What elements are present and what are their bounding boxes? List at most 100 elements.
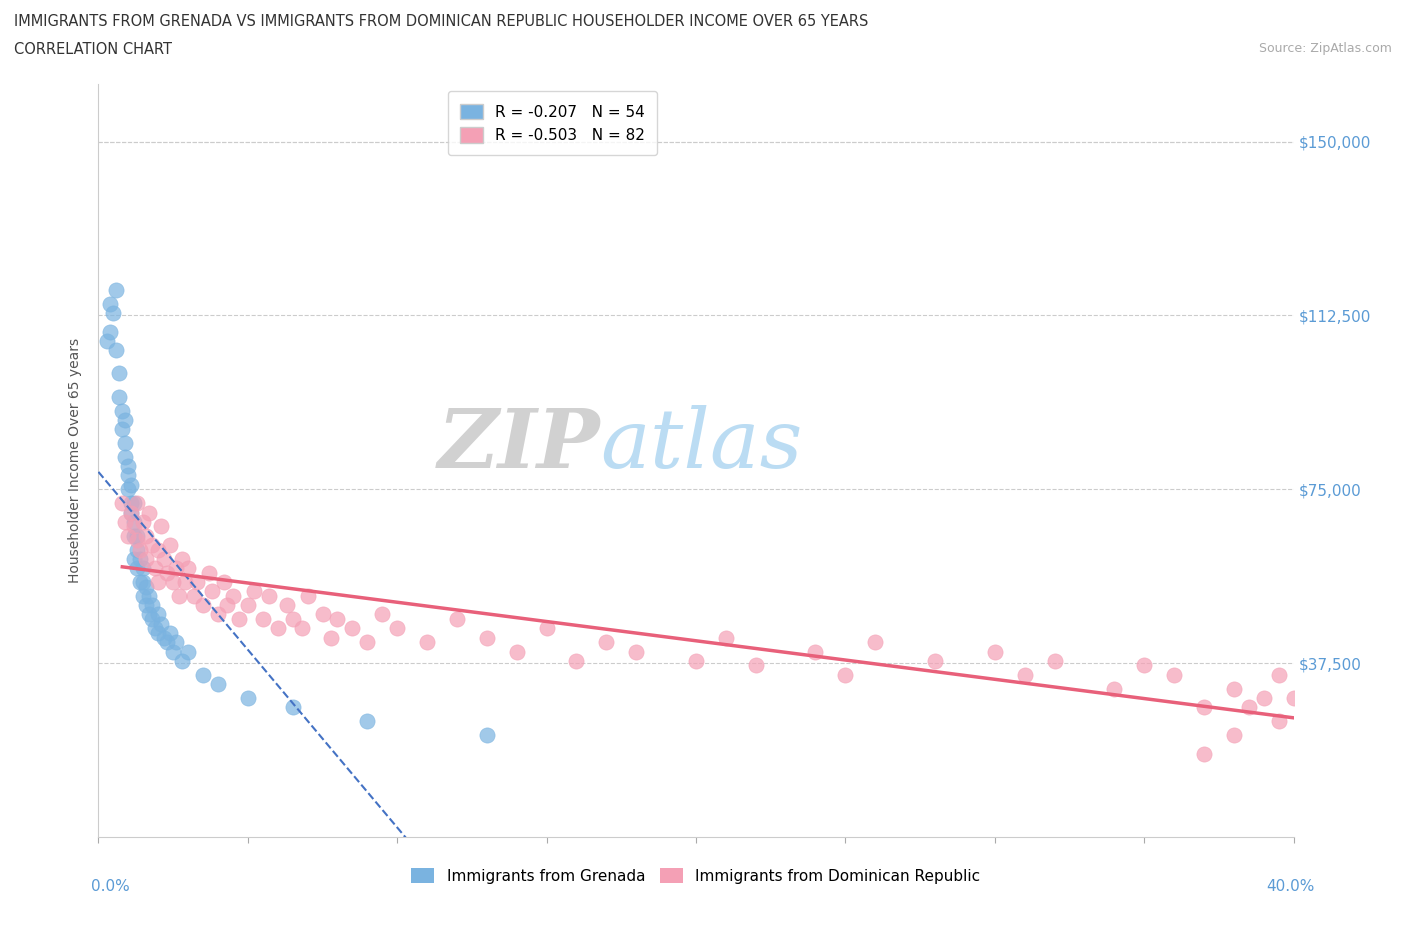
Point — [127, 496, 149, 511]
Point — [132, 514, 155, 529]
Point — [165, 561, 187, 576]
Point — [1282, 690, 1305, 705]
Point — [114, 435, 136, 450]
Point — [281, 612, 304, 627]
Point — [228, 612, 250, 627]
Point — [236, 690, 259, 705]
Point — [159, 626, 181, 641]
Point — [745, 658, 768, 673]
Point — [148, 626, 170, 641]
Point — [1192, 699, 1215, 714]
Point — [165, 635, 187, 650]
Point — [138, 505, 160, 520]
Point — [127, 561, 149, 576]
Point — [117, 528, 139, 543]
Point — [1267, 713, 1289, 728]
Point — [595, 635, 617, 650]
Point — [326, 612, 349, 627]
Point — [714, 631, 737, 645]
Point — [132, 561, 155, 576]
Point — [207, 677, 229, 692]
Point — [150, 519, 173, 534]
Point — [1104, 681, 1126, 696]
Text: 40.0%: 40.0% — [1267, 879, 1315, 894]
Point — [1237, 699, 1260, 714]
Point — [117, 482, 139, 497]
Point — [626, 644, 648, 659]
Point — [311, 607, 333, 622]
Point — [129, 575, 152, 590]
Point — [1267, 668, 1289, 683]
Text: CORRELATION CHART: CORRELATION CHART — [14, 42, 172, 57]
Point — [135, 551, 157, 566]
Point — [297, 589, 319, 604]
Point — [834, 668, 856, 683]
Point — [804, 644, 827, 659]
Point — [98, 325, 122, 339]
Point — [685, 654, 707, 669]
Point — [416, 635, 439, 650]
Point — [342, 621, 364, 636]
Text: ZIP: ZIP — [437, 405, 600, 485]
Point — [321, 631, 343, 645]
Point — [111, 496, 134, 511]
Point — [506, 644, 529, 659]
Point — [153, 631, 176, 645]
Point — [1043, 654, 1066, 669]
Text: Source: ZipAtlas.com: Source: ZipAtlas.com — [1258, 42, 1392, 55]
Point — [191, 598, 214, 613]
Point — [172, 551, 194, 566]
Point — [207, 607, 229, 622]
Point — [1014, 668, 1036, 683]
Point — [124, 496, 146, 511]
Point — [252, 612, 274, 627]
Point — [236, 598, 259, 613]
Point — [222, 589, 245, 604]
Point — [1192, 746, 1215, 761]
Point — [446, 612, 468, 627]
Point — [141, 598, 163, 613]
Point — [356, 713, 378, 728]
Point — [172, 654, 194, 669]
Point — [138, 589, 160, 604]
Point — [174, 575, 197, 590]
Point — [371, 607, 394, 622]
Point — [565, 654, 588, 669]
Point — [183, 589, 205, 604]
Point — [143, 621, 166, 636]
Point — [132, 589, 155, 604]
Point — [114, 412, 136, 427]
Point — [148, 607, 170, 622]
Point — [127, 542, 149, 557]
Point — [132, 575, 155, 590]
Point — [111, 421, 134, 436]
Point — [114, 514, 136, 529]
Point — [159, 538, 181, 552]
Point — [276, 598, 298, 613]
Point — [984, 644, 1007, 659]
Point — [267, 621, 290, 636]
Point — [124, 514, 146, 529]
Point — [156, 635, 179, 650]
Point — [177, 561, 200, 576]
Point — [153, 551, 176, 566]
Point — [385, 621, 409, 636]
Point — [111, 403, 134, 418]
Point — [281, 699, 304, 714]
Point — [105, 343, 128, 358]
Point — [141, 538, 163, 552]
Point — [1223, 727, 1246, 742]
Point — [143, 561, 166, 576]
Point — [114, 449, 136, 464]
Point — [127, 528, 149, 543]
Y-axis label: Householder Income Over 65 years: Householder Income Over 65 years — [69, 338, 83, 583]
Text: atlas: atlas — [600, 405, 803, 485]
Point — [135, 528, 157, 543]
Point — [475, 727, 498, 742]
Point — [98, 297, 122, 312]
Point — [96, 334, 118, 349]
Legend: Immigrants from Grenada, Immigrants from Dominican Republic: Immigrants from Grenada, Immigrants from… — [405, 861, 987, 890]
Point — [117, 468, 139, 483]
Point — [108, 389, 131, 404]
Point — [475, 631, 498, 645]
